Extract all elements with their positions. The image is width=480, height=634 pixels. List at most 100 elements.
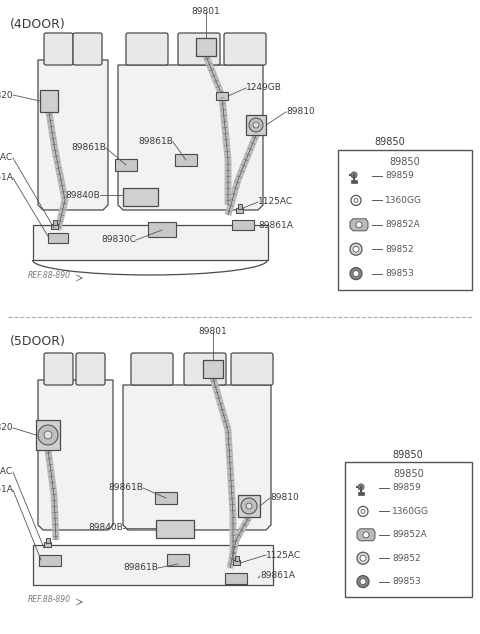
Polygon shape [357,529,375,541]
Text: (5DOOR): (5DOOR) [10,335,66,348]
Bar [246,115,266,135]
Polygon shape [33,225,268,260]
Circle shape [360,579,366,585]
Bar [44,542,51,547]
Text: REF.88-890: REF.88-890 [28,595,71,604]
Bar [167,554,189,566]
Bar [115,159,137,171]
Text: 1360GG: 1360GG [392,507,429,516]
Bar [39,555,61,566]
Text: 89820: 89820 [0,424,13,432]
Bar [233,560,240,565]
Bar [345,462,472,597]
Bar [155,492,177,504]
Circle shape [363,532,369,538]
Bar [53,220,57,225]
Bar [238,495,260,517]
Text: 89850: 89850 [393,450,423,460]
Text: 1249GB: 1249GB [246,84,282,93]
Text: 89861A: 89861A [258,221,293,230]
Bar [232,220,254,230]
Bar [351,180,357,183]
Text: 89859: 89859 [385,172,414,181]
FancyBboxPatch shape [44,33,73,65]
Bar [175,154,197,166]
Text: 1125AC: 1125AC [0,467,13,477]
FancyBboxPatch shape [184,353,226,385]
Bar [196,38,216,56]
FancyBboxPatch shape [131,353,173,385]
Text: 1360GG: 1360GG [385,196,422,205]
Bar [216,92,228,100]
Text: 89853: 89853 [385,269,414,278]
Bar [225,573,247,583]
Circle shape [350,243,362,256]
Text: 1125AC: 1125AC [266,550,301,559]
Text: 89861B: 89861B [138,138,173,146]
Circle shape [351,172,357,178]
Circle shape [357,552,369,564]
Circle shape [356,222,362,228]
Text: 89859: 89859 [392,484,421,493]
Text: 89861A: 89861A [0,174,13,183]
Text: 89852A: 89852A [392,530,427,540]
Circle shape [38,425,58,445]
Text: (4DOOR): (4DOOR) [10,18,66,31]
Circle shape [249,118,263,132]
Text: 89840B: 89840B [65,190,100,200]
Text: 89810: 89810 [270,493,299,503]
Text: 89861B: 89861B [123,564,158,573]
Bar [40,90,58,112]
Text: 89801: 89801 [199,328,228,337]
Bar [36,420,60,450]
Text: 89850: 89850 [390,157,420,167]
Text: 1125AC: 1125AC [0,153,13,162]
FancyBboxPatch shape [231,353,273,385]
Bar [51,224,58,229]
FancyBboxPatch shape [224,33,266,65]
Text: 89820: 89820 [0,91,13,100]
Polygon shape [350,219,368,231]
Bar [236,208,243,213]
Circle shape [253,122,259,128]
Text: 89840B: 89840B [88,524,123,533]
FancyBboxPatch shape [44,353,73,385]
Circle shape [357,576,369,588]
Circle shape [351,195,361,205]
Text: 89861B: 89861B [108,484,143,493]
Text: 89850: 89850 [393,469,424,479]
Circle shape [361,509,365,514]
Polygon shape [118,65,263,210]
Text: 89852A: 89852A [385,220,420,230]
Bar [238,204,242,209]
Circle shape [360,555,366,561]
Text: 89861B: 89861B [71,143,106,153]
Circle shape [354,198,358,202]
Bar [338,150,472,290]
FancyBboxPatch shape [76,353,105,385]
Text: REF.88-890: REF.88-890 [28,271,71,280]
Text: 89801: 89801 [192,8,220,16]
Bar [358,492,364,495]
FancyBboxPatch shape [178,33,220,65]
Polygon shape [123,385,271,530]
Bar [46,538,50,543]
Circle shape [350,268,362,280]
Text: 1125AC: 1125AC [258,198,293,207]
Circle shape [44,431,52,439]
Circle shape [241,498,257,514]
Circle shape [358,484,364,490]
Circle shape [353,271,359,276]
Bar [148,222,176,237]
Circle shape [353,246,359,252]
Bar [48,233,68,243]
Circle shape [358,507,368,517]
Bar [123,188,158,206]
Bar [156,520,194,538]
FancyBboxPatch shape [126,33,168,65]
Text: 89852: 89852 [385,245,414,254]
Bar [235,556,239,561]
Text: 89861A: 89861A [0,486,13,495]
Polygon shape [38,380,113,530]
Text: 89852: 89852 [392,553,420,563]
